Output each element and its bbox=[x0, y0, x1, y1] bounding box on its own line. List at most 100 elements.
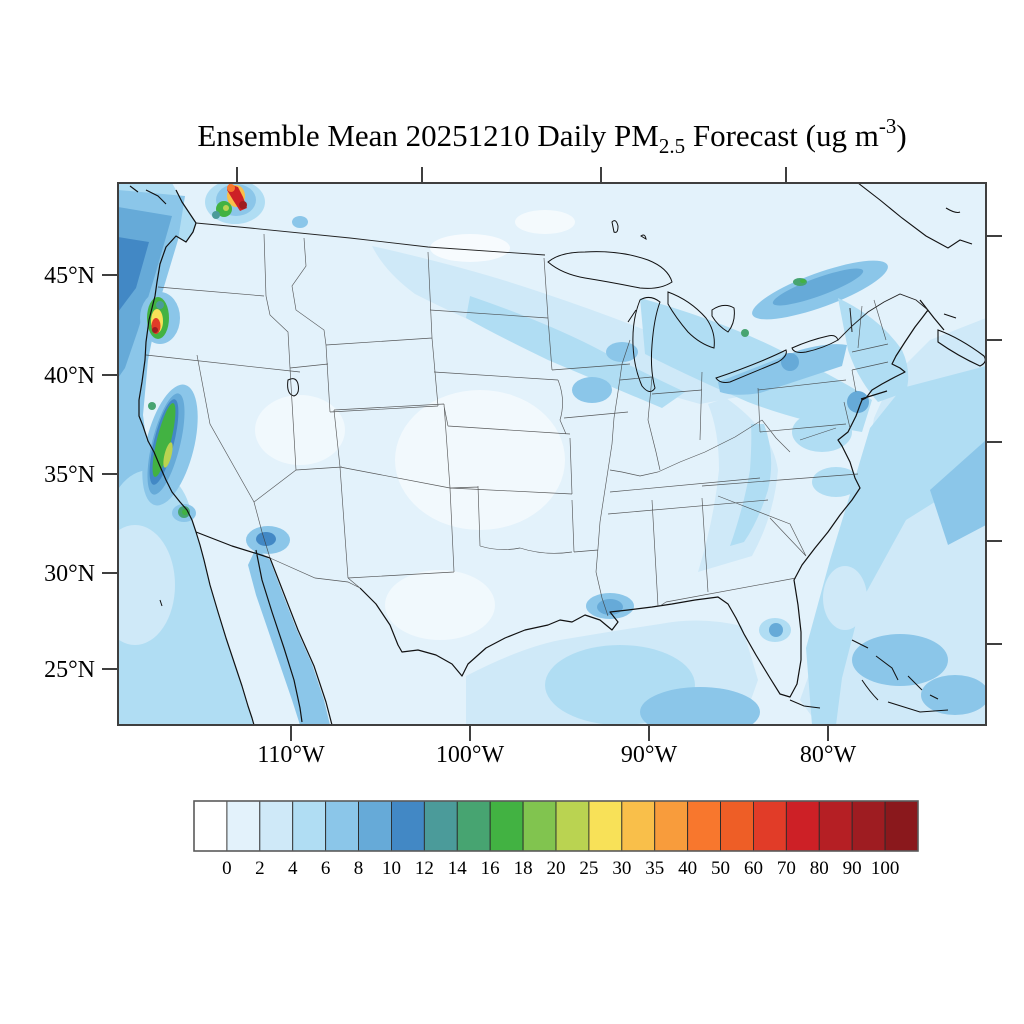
la-green-core bbox=[182, 509, 188, 515]
atlantic-pale-cell bbox=[823, 566, 867, 630]
pale-patch bbox=[385, 570, 495, 640]
central-valley-green bbox=[152, 403, 176, 477]
colorbar-frame bbox=[193, 800, 919, 852]
new-england-band bbox=[838, 298, 909, 402]
y-tick-label: 40°N bbox=[44, 363, 95, 389]
colorbar-cell bbox=[292, 800, 327, 852]
colorbar-tick-label: 80 bbox=[810, 858, 829, 879]
pale-patch bbox=[515, 210, 575, 234]
bahamas-water-patch bbox=[852, 634, 948, 686]
y-tick-label: 35°N bbox=[44, 462, 95, 488]
us-state-borders bbox=[145, 233, 889, 617]
valley-north-dot bbox=[148, 402, 156, 410]
title-superscript: -3 bbox=[879, 114, 897, 138]
ontario-green-spot bbox=[741, 329, 749, 337]
colorbar-cell bbox=[818, 800, 853, 852]
oregon-hotspot-teal bbox=[156, 301, 164, 309]
gulf-stream-patch bbox=[930, 440, 986, 545]
x-tick-label: 80°W bbox=[800, 742, 857, 768]
colorbar-cell bbox=[193, 800, 228, 852]
colorbar-tick-label: 50 bbox=[711, 858, 730, 879]
midwest-band-core bbox=[466, 296, 685, 408]
colorbar-tick-label: 2 bbox=[255, 858, 265, 879]
colorbar-cell bbox=[687, 800, 721, 852]
x-tick-label: 90°W bbox=[621, 742, 678, 768]
title-main: Ensemble Mean 20251210 Daily PM bbox=[197, 118, 659, 153]
pm25-field bbox=[118, 183, 986, 725]
colorbar-cell bbox=[621, 800, 656, 852]
y-axis-left-ticks bbox=[102, 274, 118, 670]
gulf-of-california-water bbox=[248, 548, 330, 725]
map-frame bbox=[117, 182, 987, 726]
colorbar-tick-label: 4 bbox=[288, 858, 298, 879]
colorbar-tick-label: 70 bbox=[777, 858, 796, 879]
islands bbox=[159, 599, 949, 713]
colorbar-cell bbox=[720, 800, 754, 852]
colorbar bbox=[193, 800, 919, 852]
idaho-panhandle-spot bbox=[292, 216, 308, 228]
colorbar-cell bbox=[489, 800, 524, 852]
y-tick-label: 25°N bbox=[44, 657, 95, 683]
phoenix-spot bbox=[256, 532, 276, 546]
iowa-spot bbox=[572, 377, 612, 403]
colorbar-tick-label: 8 bbox=[354, 858, 364, 879]
wa-hotspot-darkred bbox=[239, 201, 247, 209]
colorbar-cell bbox=[259, 800, 294, 852]
erie-ontario-core bbox=[718, 344, 847, 395]
colorbar-tick-label: 10 bbox=[382, 858, 401, 879]
colorbar-cell bbox=[325, 800, 359, 852]
colorbar-cell bbox=[884, 800, 919, 852]
colorbar-cell bbox=[654, 800, 689, 852]
wisconsin-spot bbox=[606, 342, 638, 362]
montreal-green-core bbox=[800, 279, 806, 283]
title-subscript: 2.5 bbox=[659, 134, 685, 158]
colorbar-tick-label: 0 bbox=[222, 858, 232, 879]
oregon-hotspot-darkred bbox=[152, 327, 158, 333]
geography-outlines bbox=[129, 183, 986, 725]
wa-hotspot-orange bbox=[227, 184, 235, 192]
colorbar-tick-label: 14 bbox=[448, 858, 468, 879]
y-axis-right-ticks bbox=[986, 235, 1002, 645]
axis-labels: 110°W 100°W 90°W 80°W 45°N 40°N 35°N 30°… bbox=[44, 263, 856, 768]
colorbar-tick-label: 6 bbox=[321, 858, 331, 879]
colorbar-tick-label: 30 bbox=[612, 858, 631, 879]
axis-ticks bbox=[102, 167, 1002, 741]
nyc-spot bbox=[847, 391, 869, 413]
colorbar-tick-label: 20 bbox=[547, 858, 566, 879]
colorbar-tick-label: 25 bbox=[579, 858, 598, 879]
colorbar-cell bbox=[555, 800, 590, 852]
colorbar-tick-label: 90 bbox=[843, 858, 862, 879]
colorbar-tick-label: 100 bbox=[871, 858, 900, 879]
lakes-northeast-band bbox=[640, 298, 872, 432]
colorbar-tick-label: 18 bbox=[514, 858, 533, 879]
colorbar-cell bbox=[456, 800, 491, 852]
colorbar-cell bbox=[391, 800, 425, 852]
pale-patch bbox=[395, 390, 565, 530]
pacific-nw-core bbox=[118, 237, 149, 312]
figure-title: Ensemble Mean 20251210 Daily PM2.5 Forec… bbox=[197, 114, 906, 158]
pale-patch bbox=[430, 234, 510, 262]
colorbar-cell bbox=[753, 800, 787, 852]
colorbar-tick-label: 60 bbox=[744, 858, 763, 879]
x-axis-bottom-ticks bbox=[290, 725, 829, 741]
pale-patch bbox=[255, 395, 345, 465]
x-axis-top-ticks bbox=[236, 167, 787, 183]
colorbar-cell bbox=[226, 800, 261, 852]
atlantic-band-mid bbox=[806, 366, 986, 725]
wa-hotspot-teal bbox=[212, 211, 220, 219]
coastline bbox=[138, 189, 945, 725]
central-valley-core bbox=[163, 442, 173, 468]
colorbar-cell bbox=[423, 800, 458, 852]
colorbar-tick-label: 35 bbox=[645, 858, 664, 879]
colorbar-cell bbox=[851, 800, 886, 852]
bahamas-water-patch bbox=[921, 675, 986, 715]
florida-spot bbox=[769, 623, 783, 637]
x-tick-label: 100°W bbox=[436, 742, 505, 768]
lake-erie-spot bbox=[781, 353, 799, 371]
colorbar-tick-label: 12 bbox=[415, 858, 434, 879]
st-lawrence-core bbox=[772, 268, 864, 306]
y-tick-label: 30°N bbox=[44, 561, 95, 587]
x-tick-label: 110°W bbox=[257, 742, 325, 768]
